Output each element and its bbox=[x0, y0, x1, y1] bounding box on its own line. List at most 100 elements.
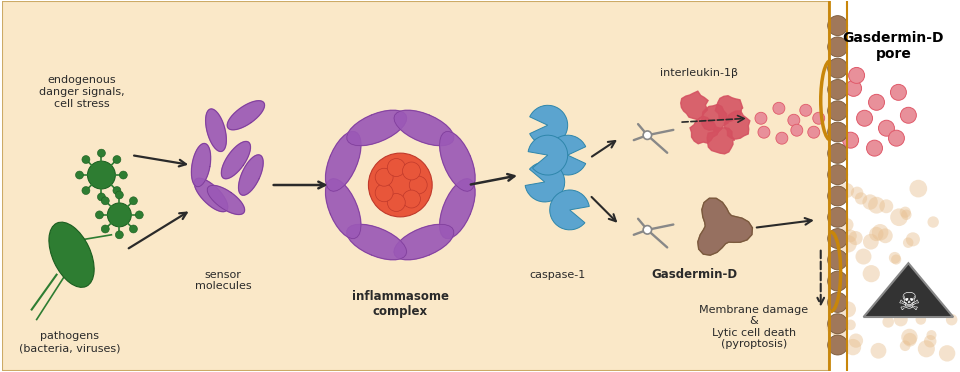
Circle shape bbox=[882, 316, 894, 328]
Circle shape bbox=[828, 250, 848, 270]
Circle shape bbox=[813, 112, 825, 124]
Circle shape bbox=[402, 162, 420, 180]
Circle shape bbox=[856, 110, 873, 126]
Circle shape bbox=[643, 131, 652, 140]
Circle shape bbox=[889, 252, 900, 264]
Circle shape bbox=[130, 225, 137, 233]
Circle shape bbox=[402, 190, 420, 208]
Circle shape bbox=[82, 155, 90, 164]
Polygon shape bbox=[725, 111, 750, 139]
Wedge shape bbox=[548, 135, 586, 175]
Circle shape bbox=[894, 312, 908, 326]
Polygon shape bbox=[681, 91, 708, 120]
Wedge shape bbox=[528, 135, 567, 175]
Circle shape bbox=[115, 191, 123, 199]
Circle shape bbox=[387, 158, 405, 176]
Text: Membrane damage
&
Lytic cell death
(pyroptosis): Membrane damage & Lytic cell death (pyro… bbox=[700, 305, 808, 349]
Circle shape bbox=[926, 330, 936, 340]
Circle shape bbox=[924, 335, 936, 347]
Circle shape bbox=[845, 320, 855, 330]
Circle shape bbox=[369, 153, 432, 217]
Circle shape bbox=[800, 104, 812, 116]
Circle shape bbox=[828, 80, 848, 99]
Circle shape bbox=[863, 234, 878, 250]
Circle shape bbox=[828, 335, 848, 355]
Text: interleukin-1β: interleukin-1β bbox=[660, 68, 738, 78]
Text: pathogens
(bacteria, viruses): pathogens (bacteria, viruses) bbox=[19, 331, 120, 353]
Polygon shape bbox=[698, 198, 753, 255]
Circle shape bbox=[828, 207, 848, 227]
Text: ☠: ☠ bbox=[898, 291, 920, 315]
Circle shape bbox=[867, 140, 882, 156]
Circle shape bbox=[115, 231, 123, 239]
Circle shape bbox=[375, 168, 393, 186]
Circle shape bbox=[840, 301, 856, 317]
Circle shape bbox=[828, 122, 848, 142]
Circle shape bbox=[387, 193, 405, 211]
Polygon shape bbox=[228, 101, 265, 130]
Circle shape bbox=[101, 225, 109, 233]
Circle shape bbox=[828, 37, 848, 57]
Circle shape bbox=[755, 112, 767, 124]
Circle shape bbox=[409, 176, 427, 194]
Text: Gasdermin-D: Gasdermin-D bbox=[651, 268, 737, 281]
Polygon shape bbox=[440, 179, 475, 238]
Circle shape bbox=[909, 180, 927, 198]
Circle shape bbox=[807, 126, 820, 138]
Wedge shape bbox=[530, 105, 567, 145]
Circle shape bbox=[903, 333, 917, 347]
Polygon shape bbox=[715, 96, 743, 122]
Circle shape bbox=[927, 217, 939, 228]
Circle shape bbox=[849, 67, 865, 83]
Polygon shape bbox=[207, 185, 245, 215]
Circle shape bbox=[946, 314, 957, 326]
Circle shape bbox=[828, 186, 848, 206]
Circle shape bbox=[95, 211, 104, 219]
Circle shape bbox=[871, 343, 886, 359]
Bar bbox=[2, 1, 828, 371]
Circle shape bbox=[833, 328, 848, 343]
Circle shape bbox=[119, 171, 128, 179]
Text: sensor
molecules: sensor molecules bbox=[195, 270, 252, 291]
Circle shape bbox=[839, 183, 854, 198]
Polygon shape bbox=[194, 178, 228, 212]
Circle shape bbox=[855, 248, 872, 264]
Circle shape bbox=[108, 203, 132, 227]
Circle shape bbox=[113, 186, 121, 195]
Polygon shape bbox=[394, 224, 454, 260]
Circle shape bbox=[891, 254, 901, 264]
Circle shape bbox=[375, 184, 393, 202]
Polygon shape bbox=[347, 224, 407, 260]
Circle shape bbox=[643, 225, 652, 234]
Bar bbox=[828, 1, 958, 371]
Circle shape bbox=[849, 333, 863, 348]
Circle shape bbox=[97, 149, 106, 157]
Circle shape bbox=[788, 114, 800, 126]
Circle shape bbox=[916, 314, 926, 325]
Polygon shape bbox=[205, 109, 227, 151]
Polygon shape bbox=[325, 132, 361, 191]
Circle shape bbox=[845, 339, 861, 355]
Circle shape bbox=[87, 161, 115, 189]
Polygon shape bbox=[222, 141, 251, 179]
Circle shape bbox=[849, 231, 863, 245]
Circle shape bbox=[758, 126, 770, 138]
Circle shape bbox=[828, 144, 848, 163]
Circle shape bbox=[900, 107, 917, 123]
Circle shape bbox=[918, 340, 935, 357]
Polygon shape bbox=[708, 127, 734, 154]
Circle shape bbox=[828, 165, 848, 185]
Polygon shape bbox=[690, 116, 719, 144]
Circle shape bbox=[891, 84, 906, 100]
Circle shape bbox=[901, 209, 912, 220]
Polygon shape bbox=[238, 155, 263, 195]
Circle shape bbox=[863, 265, 880, 282]
Circle shape bbox=[872, 224, 888, 241]
Circle shape bbox=[878, 120, 895, 136]
Circle shape bbox=[869, 227, 883, 241]
Circle shape bbox=[827, 320, 842, 335]
Circle shape bbox=[901, 329, 918, 345]
Circle shape bbox=[843, 132, 858, 148]
Circle shape bbox=[828, 314, 848, 334]
Wedge shape bbox=[525, 162, 564, 202]
